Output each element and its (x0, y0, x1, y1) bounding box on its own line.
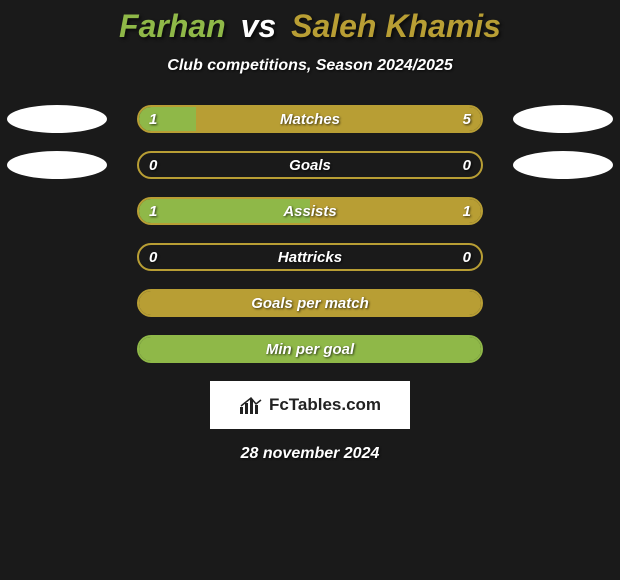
logo-text: FcTables.com (269, 395, 381, 415)
stat-label: Hattricks (139, 245, 481, 269)
player2-name: Saleh Khamis (291, 8, 501, 44)
avatar-placeholder-left (7, 151, 107, 179)
comparison-chart: 15Matches 00Goals 11Assists 00Hattricks Goal… (0, 105, 620, 363)
stat-row: 15Matches (0, 105, 620, 133)
stat-row: 00Goals (0, 151, 620, 179)
stat-row: Min per goal (0, 335, 620, 363)
logo-box: FcTables.com (210, 381, 410, 429)
stat-label: Min per goal (139, 337, 481, 361)
comparison-title: Farhan vs Saleh Khamis (0, 0, 620, 45)
avatar-placeholder-right (513, 105, 613, 133)
stat-bar: Goals per match (137, 289, 483, 317)
avatar-placeholder-right (513, 151, 613, 179)
stat-label: Goals (139, 153, 481, 177)
stat-bar: 11Assists (137, 197, 483, 225)
stat-bar: 00Hattricks (137, 243, 483, 271)
footer-date: 28 november 2024 (0, 445, 620, 463)
stat-bar: 00Goals (137, 151, 483, 179)
stat-row: 00Hattricks (0, 243, 620, 271)
player1-name: Farhan (119, 8, 226, 44)
avatar-placeholder-left (7, 105, 107, 133)
stat-label: Goals per match (139, 291, 481, 315)
stat-bar: Min per goal (137, 335, 483, 363)
vs-text: vs (241, 8, 277, 44)
stat-row: Goals per match (0, 289, 620, 317)
stat-label: Assists (139, 199, 481, 223)
subtitle: Club competitions, Season 2024/2025 (0, 57, 620, 75)
chart-icon (239, 395, 263, 415)
stat-bar: 15Matches (137, 105, 483, 133)
stat-label: Matches (139, 107, 481, 131)
stat-row: 11Assists (0, 197, 620, 225)
